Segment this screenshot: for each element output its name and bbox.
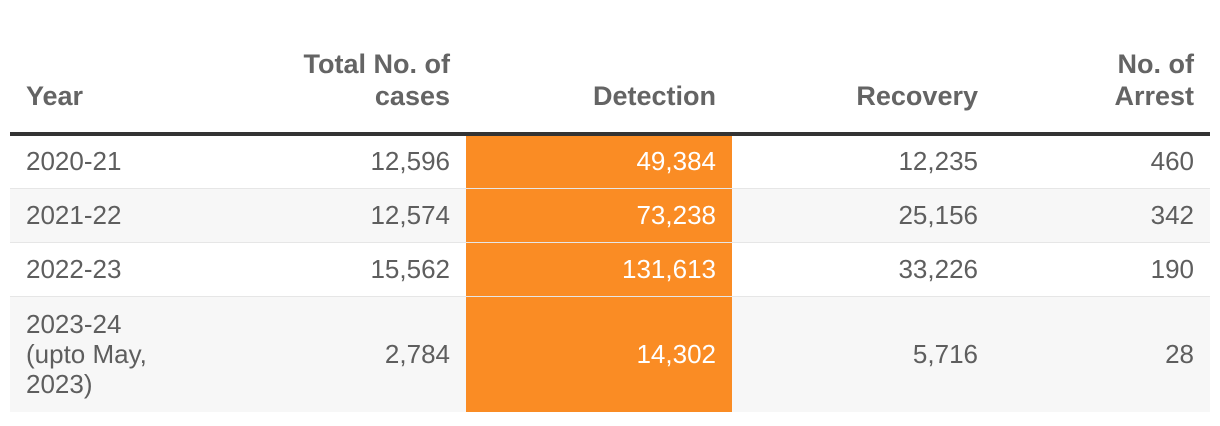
cell-year: 2020-21 (10, 134, 190, 189)
cell-total: 15,562 (190, 242, 466, 297)
cell-arrest: 342 (994, 188, 1210, 243)
cell-arrest: 460 (994, 134, 1210, 189)
cell-year: 2023-24 (upto May, 2023) (10, 296, 190, 412)
cell-detection: 14,302 (466, 296, 732, 412)
header-year: Year (10, 0, 190, 136)
cell-year: 2021-22 (10, 188, 190, 243)
header-year-label: Year (26, 81, 84, 111)
header-arrest: No. of Arrest (994, 0, 1210, 136)
header-total-line2: cases (374, 81, 450, 111)
header-total-cases: Total No. of cases (190, 0, 466, 136)
header-detection: Detection (466, 0, 732, 136)
header-row: Year Total No. of cases Detection Recove… (10, 0, 1210, 136)
table-header: Year Total No. of cases Detection Recove… (10, 0, 1210, 136)
cell-year: 2022-23 (10, 242, 190, 297)
header-recovery-label: Recovery (856, 81, 978, 111)
cell-recovery: 12,235 (732, 134, 994, 189)
cell-total: 2,784 (190, 296, 466, 412)
header-recovery: Recovery (732, 0, 994, 136)
cell-total: 12,596 (190, 134, 466, 189)
header-detection-label: Detection (592, 81, 716, 111)
data-table: Year Total No. of cases Detection Recove… (10, 0, 1210, 412)
cell-year-line1: 2023-24 (26, 309, 122, 340)
data-table-container: Year Total No. of cases Detection Recove… (10, 0, 1210, 412)
cell-detection: 73,238 (466, 188, 732, 243)
cell-year-line2: (upto May, (26, 339, 147, 370)
cell-recovery: 25,156 (732, 188, 994, 243)
cell-detection: 131,613 (466, 242, 732, 297)
cell-detection: 49,384 (466, 134, 732, 189)
cell-recovery: 5,716 (732, 296, 994, 412)
table-body: 2020-21 12,596 49,384 12,235 460 2021-22… (10, 134, 1210, 412)
cell-recovery: 33,226 (732, 242, 994, 297)
table-row: 2020-21 12,596 49,384 12,235 460 (10, 134, 1210, 189)
header-total-line1: Total No. of (303, 49, 450, 79)
table-row: 2021-22 12,574 73,238 25,156 342 (10, 188, 1210, 243)
cell-year-line3: 2023) (26, 369, 93, 400)
cell-total: 12,574 (190, 188, 466, 243)
header-arrest-line1: No. of (1117, 49, 1194, 79)
cell-arrest: 28 (994, 296, 1210, 412)
header-arrest-line2: Arrest (1114, 81, 1194, 111)
table-row: 2022-23 15,562 131,613 33,226 190 (10, 242, 1210, 297)
table-row: 2023-24 (upto May, 2023) 2,784 14,302 5,… (10, 296, 1210, 412)
cell-arrest: 190 (994, 242, 1210, 297)
